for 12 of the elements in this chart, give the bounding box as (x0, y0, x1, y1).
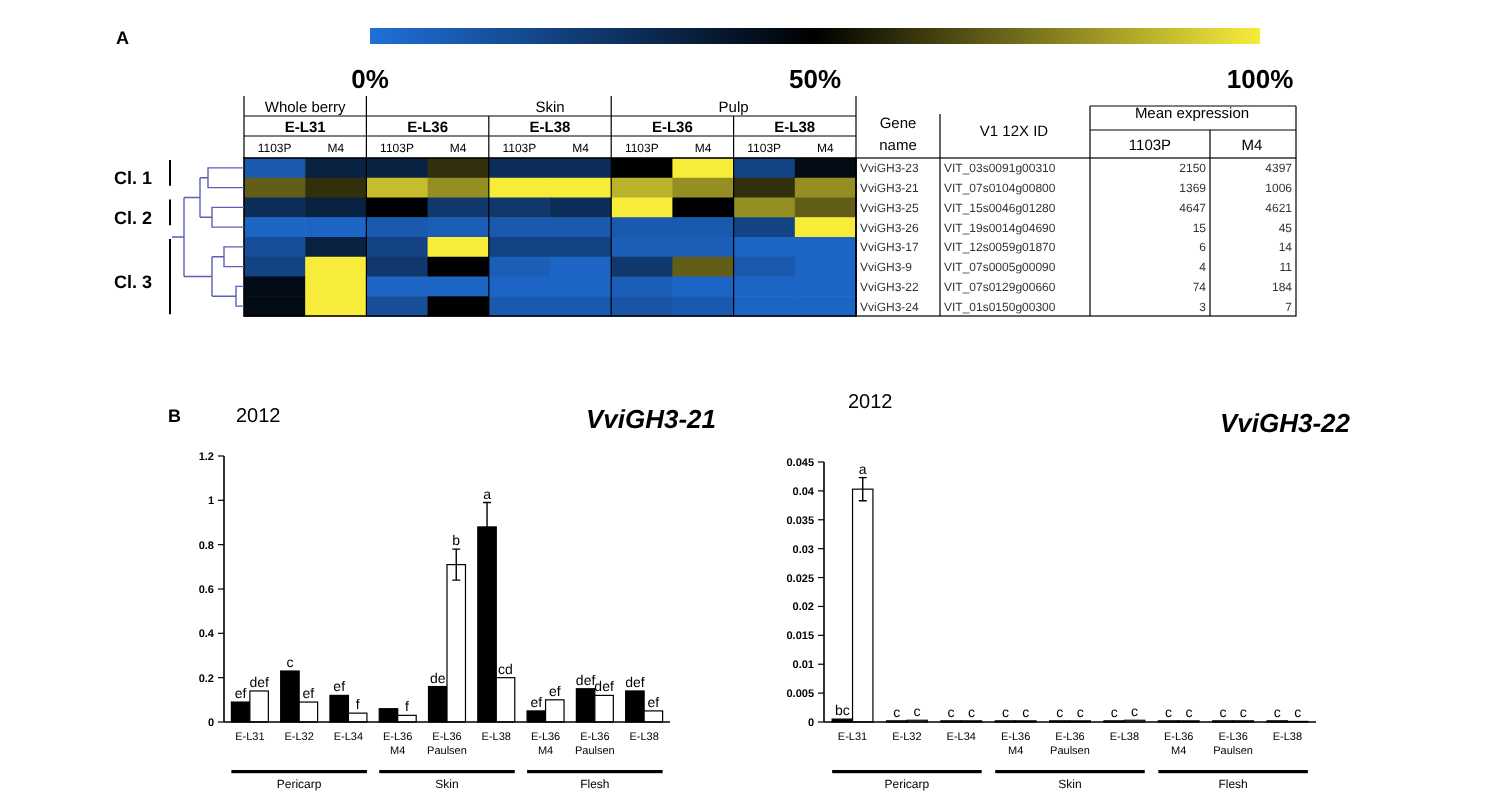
chart-title: VviGH3-22 (1219, 408, 1352, 438)
text: B (168, 406, 182, 426)
color-bar-label: 100% (1226, 64, 1295, 94)
text: A (116, 28, 130, 48)
text: Cl. 3 (114, 272, 153, 292)
chart-subtitle: 2012 (236, 406, 282, 428)
chart-subtitle: 2012 (848, 392, 894, 414)
text: Cl. 2 (114, 208, 153, 228)
chart-title: VviGH3-21 (585, 404, 716, 434)
color-bar-label: 0% (351, 64, 390, 94)
color-bar-label: 50% (788, 64, 842, 94)
text: Cl. 1 (114, 168, 153, 188)
